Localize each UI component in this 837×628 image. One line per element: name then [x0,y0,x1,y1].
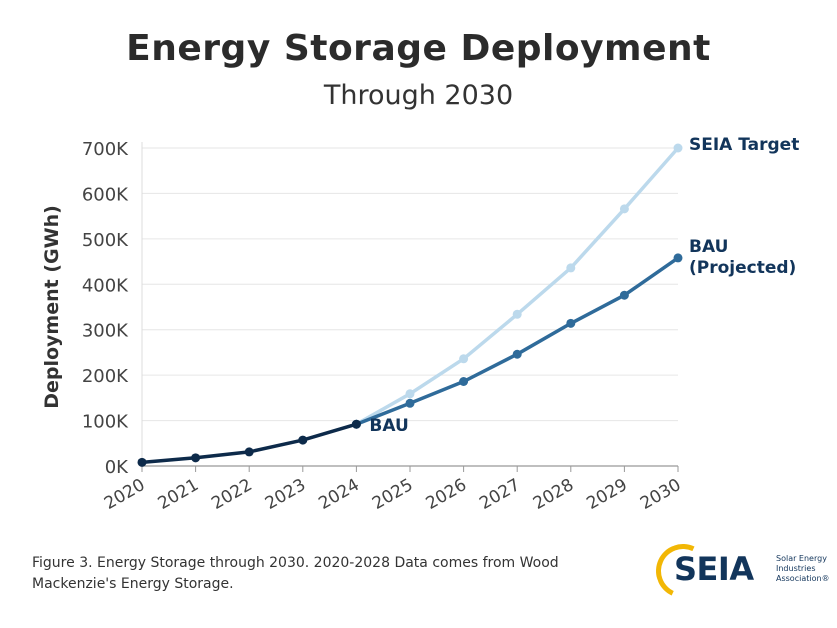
data-point [459,354,469,364]
data-point [137,457,147,467]
y-tick-label: 200K [82,366,129,387]
x-tick-label: 2022 [208,475,255,514]
y-tick-label: 600K [82,184,129,205]
x-tick-label: 2028 [530,475,577,514]
x-tick-label: 2023 [262,475,309,514]
x-tick-label: 2024 [315,475,362,514]
data-point [619,204,629,214]
y-tick-label: 100K [82,412,129,433]
caption-line-2: Mackenzie's Energy Storage. [32,576,234,592]
logo-tagline-2: Industries [776,564,816,573]
data-point [619,290,629,300]
logo-tagline-1: Solar Energy [776,554,827,563]
data-point [351,419,361,429]
y-tick-label: 0K [105,457,129,478]
data-point [512,309,522,319]
logo-wordmark: SEIA [674,550,754,588]
chart-title: Energy Storage Deployment [126,28,711,69]
data-point [405,389,415,399]
data-point [566,263,576,273]
x-tick-label: 2026 [423,475,470,514]
x-tick-label: 2029 [583,475,630,514]
logo-tagline: Solar Energy Industries Association® [776,554,830,584]
data-point [512,349,522,359]
series-label-bau-projected-2: (Projected) [689,258,796,278]
x-tick-label: 2020 [101,475,148,514]
series-label-bau-projected-1: BAU [689,237,728,257]
data-point [244,447,254,457]
data-point [298,435,308,445]
y-tick-label: 700K [82,139,129,160]
caption-line-1: Figure 3. Energy Storage through 2030. 2… [32,555,559,571]
x-tick-label: 2030 [637,475,684,514]
series-label-bau: BAU [369,416,408,436]
data-point [673,143,683,153]
x-tick-label: 2027 [476,475,523,514]
data-point [566,318,576,328]
chart-subtitle: Through 2030 [323,80,514,111]
x-tick-label: 2025 [369,475,416,514]
series-line-bau [140,422,359,465]
series-label-seia-target: SEIA Target [689,135,799,155]
seia-logo: SEIA Solar Energy Industries Association… [648,536,830,606]
y-axis-label: Deployment (GWh) [41,205,63,409]
y-tick-label: 300K [82,321,129,342]
series-line-seia-target [354,146,680,426]
data-point [405,398,415,408]
y-tick-label: 400K [82,275,129,296]
logo-tagline-3: Association® [776,574,830,583]
series-line-bau-projected- [354,256,680,426]
data-point [673,253,683,263]
figure-caption: Figure 3. Energy Storage through 2030. 2… [32,553,632,595]
data-point [459,377,469,387]
y-tick-label: 500K [82,230,129,251]
x-tick-label: 2021 [155,475,202,514]
data-point [191,453,201,463]
